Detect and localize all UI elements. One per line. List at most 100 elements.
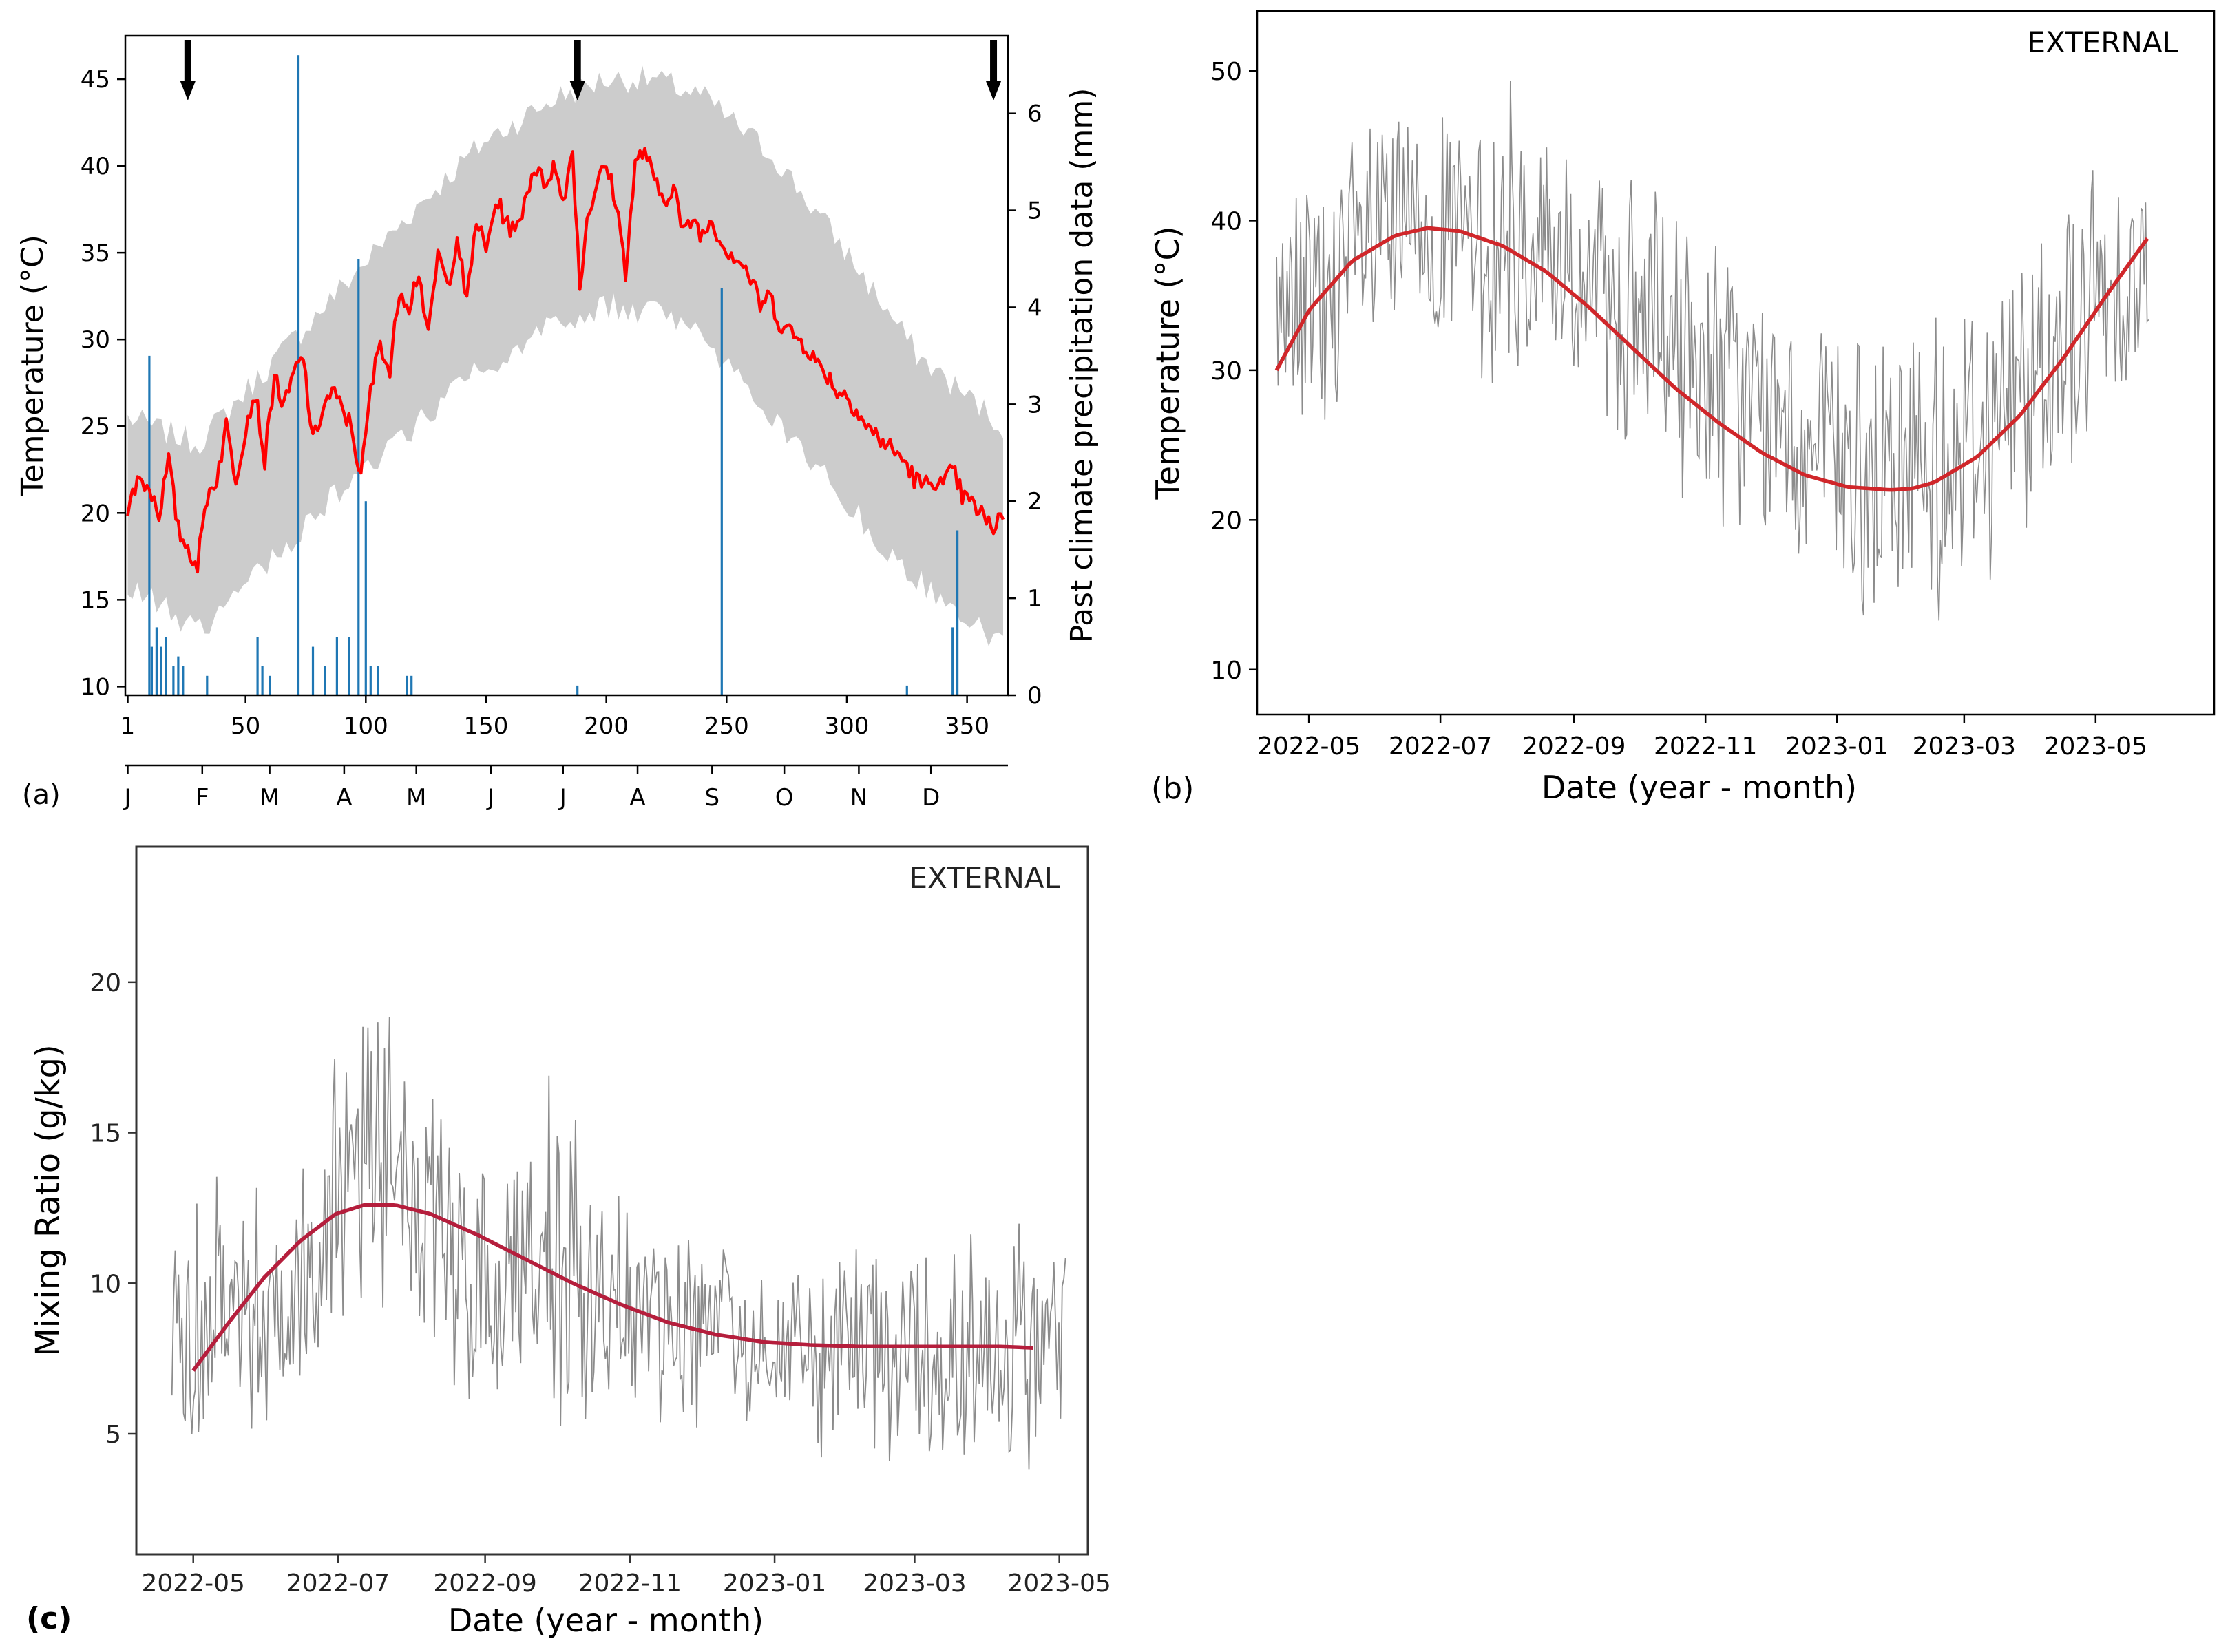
y2-tick-label: 2 [1027, 488, 1042, 516]
raw-temperature-trace [1276, 81, 2149, 621]
panel-b-label: (b) [1151, 771, 1194, 806]
x-tick-label: 200 [584, 712, 629, 740]
y-tick-label: 10 [1210, 657, 1242, 685]
precipitation-bar [720, 288, 723, 695]
y2-tick-label: 4 [1027, 294, 1042, 321]
panel-b-frame [1256, 10, 2216, 716]
x-tick-label: 2023-01 [1785, 732, 1889, 761]
x-tick-label: 2023-03 [863, 1569, 966, 1598]
y-tick-label: 20 [81, 500, 110, 527]
month-tick-label: N [850, 784, 867, 812]
month-tick-label: J [558, 784, 567, 812]
x-tick-label: 2022-05 [1257, 732, 1360, 761]
precipitation-bar [177, 656, 180, 695]
mixing-ratio-fit-line [191, 1203, 1033, 1372]
precipitation-bar [165, 637, 167, 695]
y2-tick-label: 6 [1027, 100, 1042, 128]
y-tick-label: 40 [1210, 207, 1242, 235]
month-tick-label: A [336, 784, 352, 812]
precipitation-bar [324, 666, 326, 695]
x-tick-label: 2022-11 [578, 1569, 682, 1598]
x-tick-label: 1 [120, 712, 136, 740]
month-tick-label: O [775, 784, 794, 812]
precipitation-bar [311, 646, 315, 695]
y2-tick-label: 3 [1027, 391, 1042, 419]
x-tick-label: 2022-07 [286, 1569, 390, 1598]
month-tick-label: F [196, 784, 209, 812]
temperature-fit-path [1274, 226, 2149, 492]
y-tick-label: 25 [81, 413, 110, 441]
panel-a-y2-axis: 0 1 2 3 4 5 6 [1008, 100, 1042, 710]
sampling-arrows [180, 40, 1002, 100]
raw-mixing-ratio-trace [171, 1017, 1066, 1470]
raw-mixing-ratio-path [171, 1017, 1066, 1470]
panel-c-annotation: EXTERNAL [909, 861, 1061, 895]
temperature-band-area [127, 65, 1003, 646]
x-tick-label: 250 [704, 712, 749, 740]
x-tick-label: 2023-03 [1913, 732, 2016, 761]
y-tick-label: 20 [1210, 507, 1242, 535]
y2-tick-label: 5 [1027, 198, 1042, 225]
panel-c-chart: 5 10 15 20 2022-05 2022-07 2022-09 2022-11 2023… [26, 845, 1111, 1639]
temperature-fit-line [1274, 226, 2149, 492]
precipitation-bar [951, 627, 954, 695]
precipitation-bar [576, 685, 579, 695]
precipitation-bars [148, 55, 959, 695]
raw-temperature-path [1276, 81, 2149, 621]
precipitation-bar [182, 666, 185, 695]
panel-c-x-label: Date (year - month) [448, 1602, 764, 1639]
y-tick-label: 45 [81, 66, 110, 94]
x-tick-label: 350 [945, 712, 989, 740]
x-tick-label: 2022-09 [1522, 732, 1626, 761]
precipitation-bar [261, 666, 264, 695]
month-tick-label: A [629, 784, 645, 812]
precipitation-bar [410, 675, 413, 695]
precipitation-bar [348, 637, 350, 695]
y2-tick-label: 0 [1027, 682, 1042, 710]
panel-a-frame [124, 34, 1009, 697]
precipitation-bar [269, 675, 271, 695]
y-tick-label: 20 [90, 969, 121, 997]
panel-b-y-axis: 10 20 30 40 50 [1210, 58, 1257, 685]
month-tick-label: J [123, 784, 131, 812]
mixing-ratio-fit-path [191, 1203, 1033, 1372]
sampling-arrow-head [986, 81, 1002, 100]
y-tick-label: 30 [81, 326, 110, 354]
x-tick-label: 100 [344, 712, 388, 740]
month-tick-label: J [486, 784, 494, 812]
precipitation-bar [160, 646, 162, 695]
panel-c-y-axis: 5 10 15 20 [90, 969, 136, 1449]
precipitation-bar [150, 646, 153, 695]
x-tick-label: 2022-09 [433, 1569, 536, 1598]
panel-a-y2-label: Past climate precipitation data (mm) [1064, 88, 1100, 644]
panel-c-x-axis: 2022-05 2022-07 2022-09 2022-11 2023-01 2023-… [142, 1554, 1111, 1598]
precipitation-bar [155, 627, 158, 695]
month-tick-label: D [922, 784, 940, 812]
panel-b-chart: 10 20 30 40 50 2022-05 2022-07 2022-09 2022-11 2… [1149, 10, 2216, 806]
temperature-line [126, 147, 1005, 574]
panel-c-frame [135, 845, 1089, 1556]
y-tick-label: 50 [1210, 58, 1242, 86]
sampling-arrow-head [180, 81, 196, 100]
y2-tick-label: 1 [1027, 585, 1042, 613]
y-tick-label: 15 [81, 586, 110, 614]
y-tick-label: 30 [1210, 357, 1242, 385]
month-tick-label: M [260, 784, 280, 812]
precipitation-bar [148, 355, 151, 695]
precipitation-bar [406, 675, 408, 695]
x-tick-label: 2022-05 [142, 1569, 245, 1598]
panel-a-x-axis: 1 50 100 150 200 250 300 350 [120, 695, 989, 740]
month-tick-label: S [705, 784, 720, 812]
precipitation-bar [956, 530, 959, 695]
precipitation-bar [335, 637, 338, 695]
x-tick-label: 300 [825, 712, 870, 740]
precipitation-bar [369, 666, 372, 695]
y-tick-label: 5 [105, 1421, 121, 1449]
temperature-line-path [126, 147, 1005, 574]
y-tick-label: 15 [90, 1120, 121, 1148]
month-tick-label: M [406, 784, 426, 812]
panel-b-x-axis: 2022-05 2022-07 2022-09 2022-11 2023-01 2023-… [1257, 714, 2147, 761]
sampling-arrow-head [569, 81, 585, 100]
